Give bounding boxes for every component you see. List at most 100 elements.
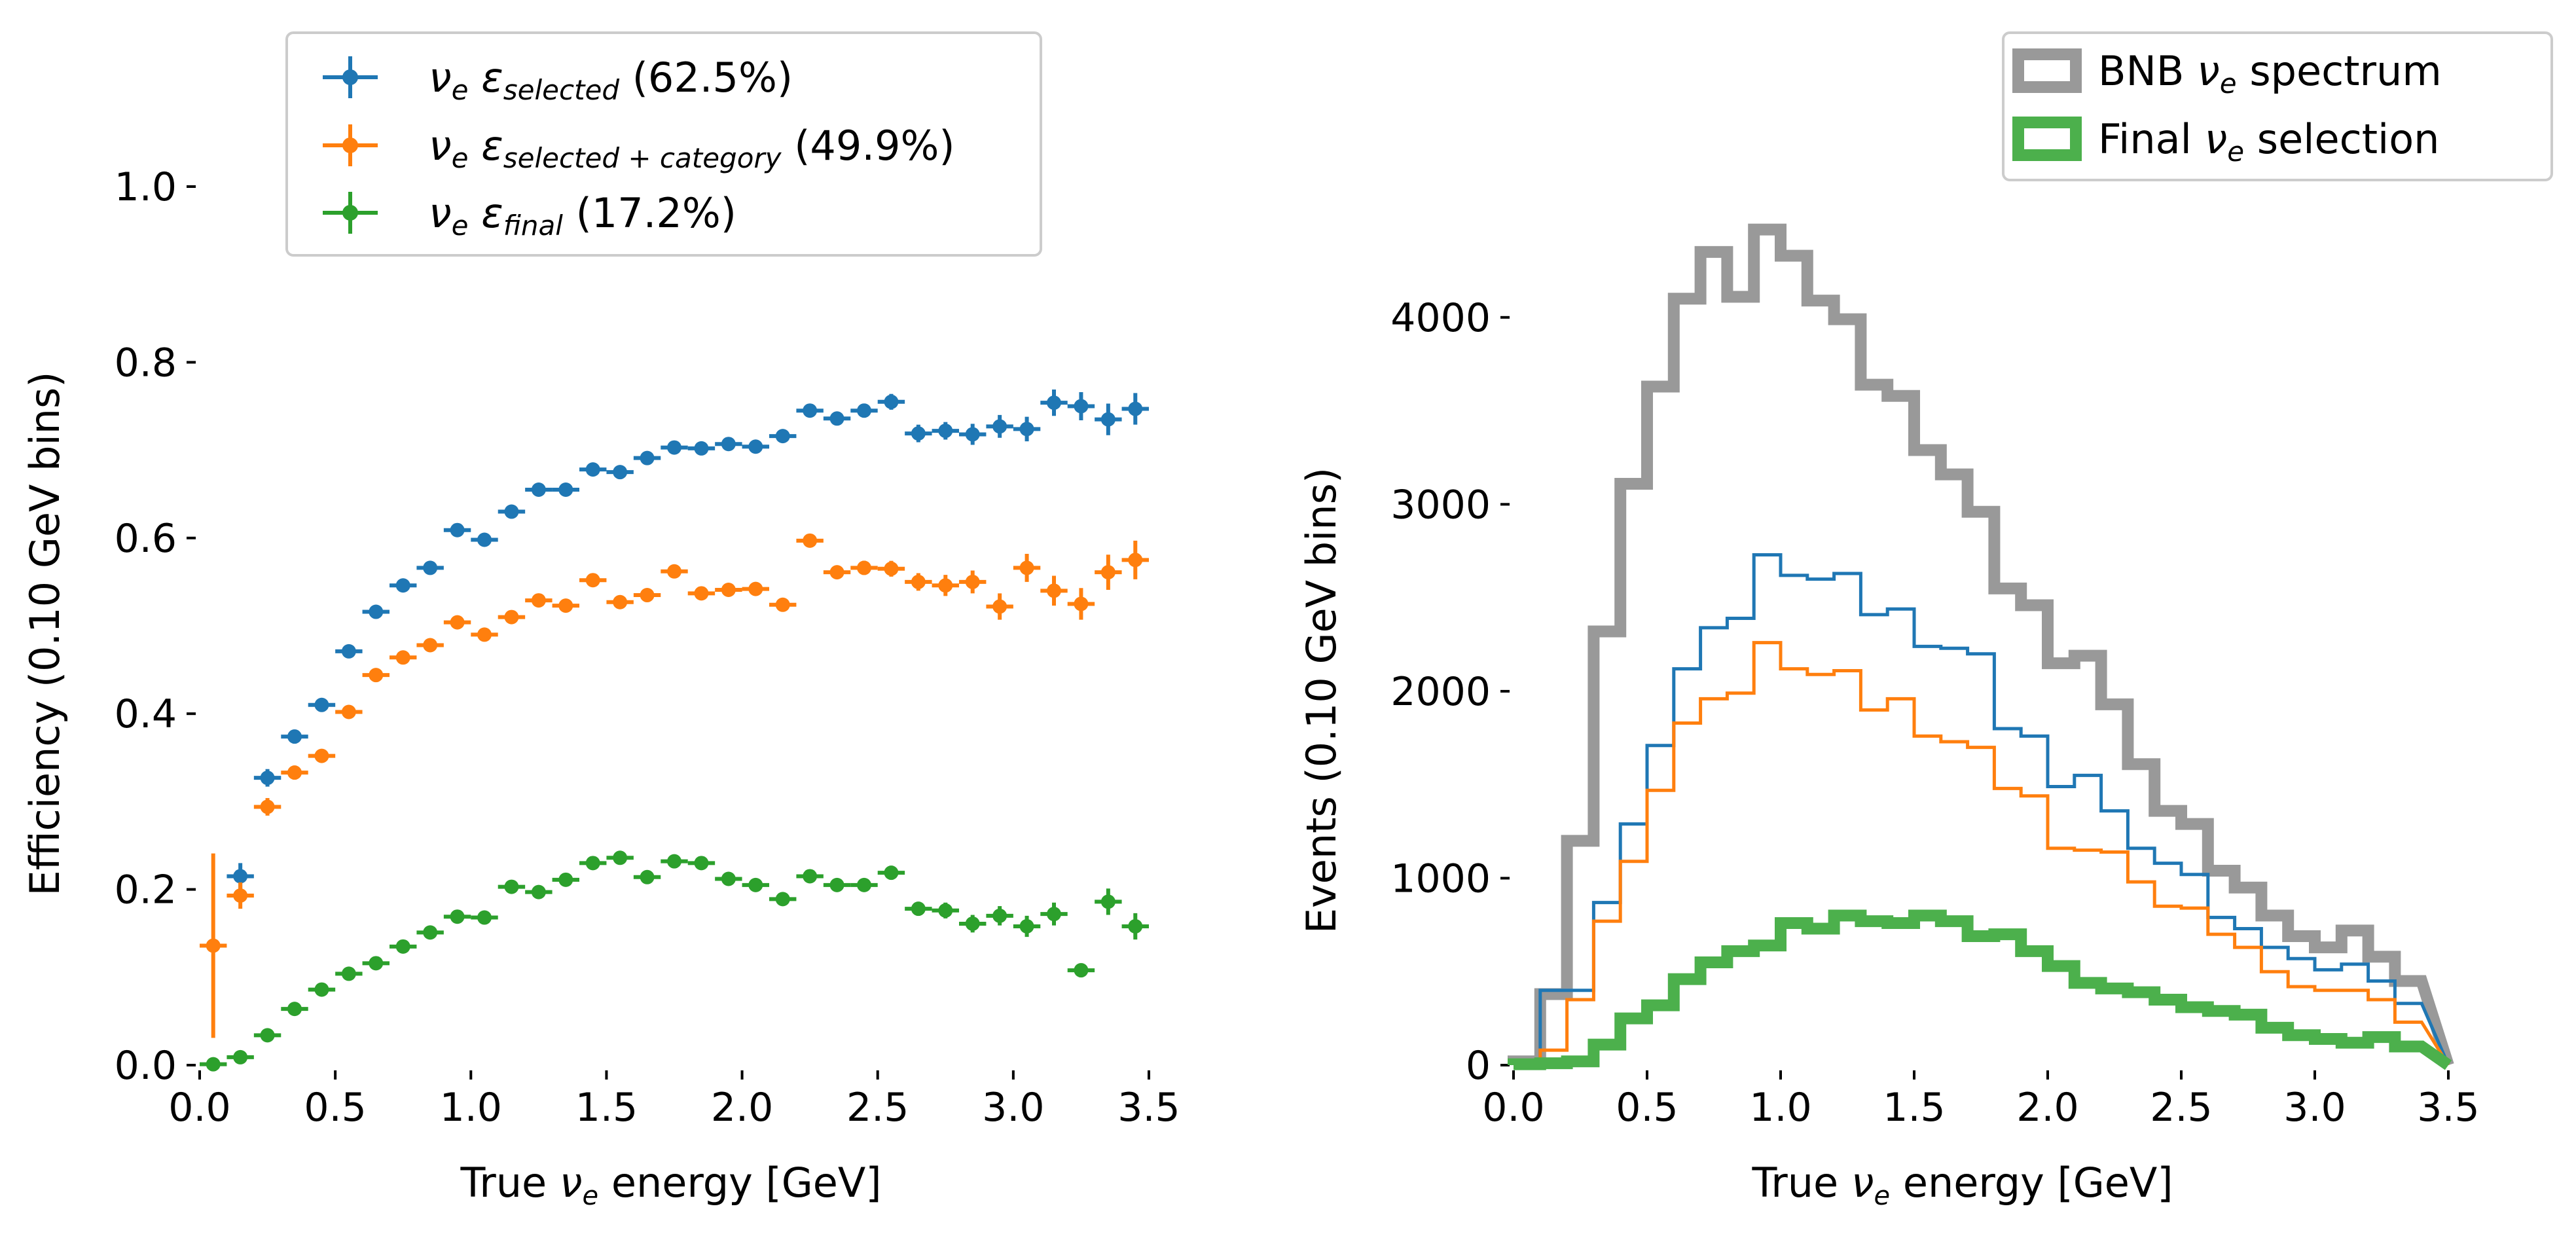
data-point — [314, 982, 329, 997]
data-point — [1019, 422, 1034, 437]
data-point — [477, 910, 492, 925]
data-point — [504, 609, 519, 625]
right-y-tick-label: 2000 — [1390, 669, 1491, 715]
left-x-label-post: energy [GeV] — [598, 1159, 881, 1207]
efficiency-series-0 — [227, 390, 1149, 890]
data-point — [884, 561, 899, 576]
legend-epssub: selected — [503, 74, 620, 106]
data-point — [748, 439, 763, 454]
data-point — [531, 593, 546, 608]
right-y-tick-label: 0 — [1466, 1043, 1491, 1089]
data-point — [640, 869, 655, 884]
data-point — [857, 403, 871, 418]
data-point — [260, 1028, 275, 1043]
right-x-tick-label: 1.0 — [1749, 1085, 1811, 1131]
legend-entry-3: Final νe selection — [2098, 115, 2439, 168]
left-x-tick-label: 2.5 — [846, 1085, 909, 1131]
data-point — [1019, 560, 1034, 575]
efficiency-series-2 — [200, 850, 1149, 1072]
legend-sym: ν — [2197, 47, 2220, 95]
data-point — [829, 565, 844, 580]
data-point — [857, 877, 871, 892]
efficiency-legend: νe εselected (62.5%) νe εselected + categ… — [285, 31, 1042, 257]
histogram-series-1 — [1514, 553, 2450, 1067]
legend-entry-1: νe εselected + category (49.9%) — [429, 122, 955, 174]
data-point — [558, 482, 573, 497]
data-point — [477, 532, 492, 547]
data-point — [260, 771, 275, 786]
data-point — [857, 560, 871, 575]
data-point — [1047, 395, 1061, 410]
data-point — [1074, 596, 1089, 611]
data-point — [341, 644, 356, 659]
data-point — [992, 419, 1007, 434]
data-point — [911, 574, 926, 589]
data-point — [884, 865, 899, 881]
data-point — [721, 437, 736, 452]
left-x-label-sub: e — [583, 1181, 599, 1211]
events-chart: 0 1000 2000 3000 4000 0.0 0.5 1.0 1.5 2.0 2.5 3.0 3… — [1297, 31, 2553, 1211]
data-point — [965, 916, 980, 931]
left-x-tick-label: 0.0 — [168, 1085, 230, 1131]
right-x-tick-label: 3.0 — [2283, 1085, 2346, 1131]
legend-pre: Final — [2098, 115, 2205, 163]
data-point — [395, 939, 410, 954]
legend-post: selection — [2244, 115, 2439, 163]
data-point — [803, 533, 818, 548]
data-point — [613, 594, 628, 609]
data-point — [938, 903, 953, 918]
data-point — [1128, 401, 1143, 416]
left-x-axis: 0.0 0.5 1.0 1.5 2.0 2.5 3.0 3.5 — [168, 1070, 1180, 1131]
right-x-axis-label: True νe energy [GeV] — [1751, 1159, 2173, 1211]
data-point — [694, 441, 709, 456]
histogram-series-2 — [1514, 641, 2450, 1067]
data-point — [450, 909, 465, 924]
left-x-tick-label: 1.5 — [575, 1085, 638, 1131]
efficiency-chart: 0.0 0.2 0.4 0.6 0.8 1.0 0.0 0.5 1.0 1.5 2.0 2.5 3.0… — [21, 31, 1180, 1211]
left-x-tick-label: 1.0 — [440, 1085, 502, 1131]
legend-sym: ν — [429, 189, 452, 237]
left-x-tick-label: 3.0 — [982, 1085, 1044, 1131]
left-y-tick-label: 0.6 — [115, 516, 177, 562]
right-x-tick-label: 0.5 — [1616, 1085, 1678, 1131]
data-point — [314, 697, 329, 712]
data-point — [748, 877, 763, 892]
right-x-tick-label: 3.5 — [2417, 1085, 2479, 1131]
data-point — [1100, 412, 1116, 427]
efficiency-series-1 — [200, 533, 1149, 1038]
right-x-tick-label: 1.5 — [1883, 1085, 1945, 1131]
data-point — [341, 704, 356, 719]
data-point — [829, 877, 844, 892]
right-y-tick-label: 1000 — [1390, 856, 1491, 901]
data-point — [395, 650, 410, 665]
legend-sym: ν — [2205, 115, 2228, 163]
right-y-axis-label: Events (0.10 GeV bins) — [1297, 467, 1345, 934]
data-point — [206, 1057, 221, 1072]
data-point — [613, 465, 628, 480]
left-y-tick-label: 1.0 — [115, 164, 177, 210]
legend-sub: e — [452, 209, 469, 242]
legend-pct: (49.9%) — [782, 122, 955, 170]
data-point — [1074, 963, 1089, 978]
data-point — [423, 560, 438, 575]
data-point — [341, 966, 356, 981]
legend-sub: e — [452, 142, 469, 174]
efficiency-legend-box — [285, 31, 1042, 257]
legend-pct: (62.5%) — [619, 54, 793, 101]
histogram-series-3 — [1508, 909, 2452, 1070]
data-point — [287, 1002, 302, 1017]
data-point — [667, 440, 681, 455]
legend-eps: ε — [481, 54, 503, 101]
left-y-axis-label: Efficiency (0.10 GeV bins) — [21, 372, 69, 896]
data-point — [884, 394, 899, 409]
data-point — [911, 426, 926, 441]
data-point — [233, 888, 248, 903]
data-point — [314, 748, 329, 763]
data-point — [369, 956, 384, 971]
right-x-label-post: energy [GeV] — [1890, 1159, 2173, 1207]
legend-entry-2: νe εfinal (17.2%) — [429, 189, 736, 242]
data-point — [775, 429, 790, 444]
data-point — [911, 901, 926, 917]
data-point — [260, 799, 275, 814]
